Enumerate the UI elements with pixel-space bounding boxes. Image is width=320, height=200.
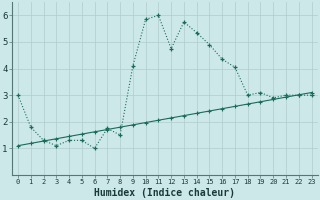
X-axis label: Humidex (Indice chaleur): Humidex (Indice chaleur) [94, 188, 235, 198]
